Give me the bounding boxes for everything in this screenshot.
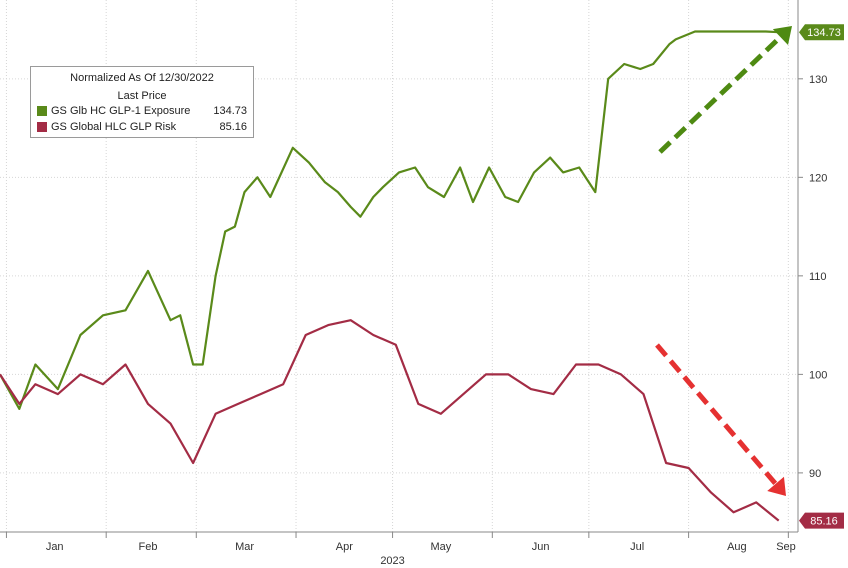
- x-tick-label: Jun: [532, 541, 550, 553]
- last-value-tag-bg: [799, 24, 844, 41]
- series-line-glp1-exposure: [0, 30, 779, 410]
- trend-arrows: [655, 26, 792, 496]
- x-year-label: 2023: [380, 555, 404, 567]
- y-tick-label: 90: [809, 468, 821, 480]
- green-trend-arrow-head: [772, 26, 792, 46]
- x-tick-label: May: [430, 541, 451, 553]
- x-tick-label: Sep: [776, 541, 796, 553]
- gridlines: [0, 0, 798, 532]
- legend-label-glp1-exposure: GS Glb HC GLP-1 Exposure: [51, 105, 191, 117]
- x-tick-label: Jan: [46, 541, 64, 553]
- series-line-glp-risk: [0, 319, 780, 522]
- x-tick-label: Aug: [727, 541, 747, 553]
- last-value-tags: 134.73 85.16: [799, 24, 844, 529]
- last-value-tag-glp1-exposure: 134.73: [799, 24, 844, 41]
- series-lines: [0, 30, 780, 522]
- legend-header-normalized: Normalized As Of 12/30/2022: [70, 72, 214, 84]
- x-tick-label: Feb: [139, 541, 158, 553]
- axes: 90 100 110 120 130 Jan Feb Mar Apr May Jun Jul Aug Se…: [0, 0, 827, 567]
- legend-swatch-green: [37, 106, 47, 116]
- green-trend-arrow-shaft: [658, 35, 783, 154]
- x-tick-label: Mar: [235, 541, 254, 553]
- y-tick-label: 120: [809, 172, 827, 184]
- x-tick-label: Apr: [336, 541, 353, 553]
- y-tick-label: 110: [809, 271, 827, 283]
- legend: Normalized As Of 12/30/2022 Last Price G…: [30, 66, 254, 138]
- legend-entry-glp-risk: GS Global HLC GLP Risk 85.16: [31, 119, 253, 135]
- legend-swatch-red: [37, 122, 47, 132]
- legend-label-glp-risk: GS Global HLC GLP Risk: [51, 121, 177, 133]
- last-value-tag-bg: [799, 512, 844, 529]
- red-trend-arrow-shaft: [655, 343, 778, 486]
- red-trend-arrow-head: [767, 476, 786, 496]
- y-tick-label: 100: [809, 369, 827, 381]
- last-value-tag-text: 85.16: [810, 516, 838, 528]
- last-value-tag-text: 134.73: [807, 27, 841, 39]
- legend-value-glp-risk: 85.16: [219, 121, 247, 133]
- legend-entry-glp1-exposure: GS Glb HC GLP-1 Exposure 134.73: [31, 103, 253, 119]
- x-tick-label: Jul: [630, 541, 644, 553]
- last-value-tag-glp-risk: 85.16: [799, 512, 844, 529]
- y-tick-label: 130: [809, 74, 827, 86]
- legend-value-glp1-exposure: 134.73: [213, 105, 247, 117]
- legend-header-last-price: Last Price: [117, 90, 167, 102]
